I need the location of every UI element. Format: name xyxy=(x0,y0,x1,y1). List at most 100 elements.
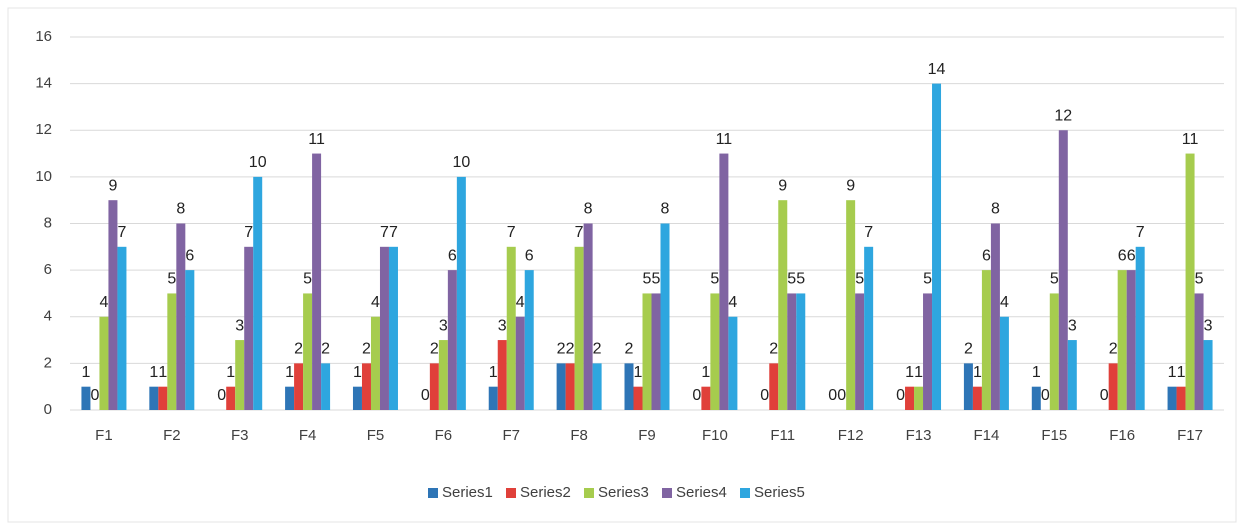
bar xyxy=(1167,386,1177,410)
bar xyxy=(1108,363,1118,410)
bar xyxy=(923,293,933,410)
bar xyxy=(515,316,525,410)
x-tick-label: F17 xyxy=(1177,427,1203,444)
data-label: 14 xyxy=(928,61,946,78)
data-label: 1 xyxy=(149,364,158,381)
data-label: 11 xyxy=(716,131,733,148)
bar xyxy=(379,246,389,410)
bar xyxy=(285,386,295,410)
x-tick-label: F1 xyxy=(95,427,113,444)
legend-swatch xyxy=(662,488,672,498)
bar xyxy=(447,270,457,410)
data-label: 8 xyxy=(991,201,1000,218)
data-label: 8 xyxy=(661,201,670,218)
chart-border xyxy=(7,7,1237,523)
x-tick-label: F3 xyxy=(231,427,249,444)
bar xyxy=(352,386,362,410)
data-label: 5 xyxy=(1050,271,1059,288)
bar xyxy=(651,293,661,410)
data-label: 3 xyxy=(235,317,244,334)
data-label: 0 xyxy=(760,387,769,404)
bar xyxy=(108,200,118,410)
bar xyxy=(303,293,313,410)
data-label: 1 xyxy=(634,364,643,381)
data-label: 5 xyxy=(643,271,652,288)
data-label: 4 xyxy=(516,294,525,311)
data-label: 4 xyxy=(371,294,380,311)
data-label: 0 xyxy=(217,387,226,404)
data-label: 5 xyxy=(303,271,312,288)
bar xyxy=(488,386,498,410)
data-label: 1 xyxy=(1177,364,1186,381)
legend-label: Series1 xyxy=(442,484,493,501)
data-label: 11 xyxy=(1182,131,1199,148)
bar xyxy=(1135,246,1145,410)
data-label: 1 xyxy=(701,364,710,381)
bar xyxy=(321,363,331,410)
data-label: 7 xyxy=(244,224,253,241)
data-label: 5 xyxy=(710,271,719,288)
data-label: 5 xyxy=(923,271,932,288)
bar xyxy=(388,246,398,410)
x-tick-label: F14 xyxy=(973,427,999,444)
data-label: 12 xyxy=(1054,107,1072,124)
x-tick-label: F16 xyxy=(1109,427,1135,444)
bar xyxy=(1117,270,1127,410)
bar xyxy=(456,176,466,410)
bar xyxy=(1049,293,1059,410)
data-label: 2 xyxy=(593,341,602,358)
legend-swatch xyxy=(428,488,438,498)
y-tick-label: 16 xyxy=(35,28,52,45)
data-label: 6 xyxy=(1127,247,1136,264)
bar xyxy=(972,386,982,410)
bar xyxy=(710,293,720,410)
data-label: 2 xyxy=(294,341,303,358)
data-label: 0 xyxy=(692,387,701,404)
bar xyxy=(981,270,991,410)
bar xyxy=(149,386,159,410)
data-label: 8 xyxy=(584,201,593,218)
data-label: 1 xyxy=(973,364,982,381)
x-tick-label: F2 xyxy=(163,427,181,444)
data-label: 9 xyxy=(846,177,855,194)
bar xyxy=(914,386,924,410)
bar xyxy=(81,386,91,410)
data-label: 5 xyxy=(855,271,864,288)
data-label: 7 xyxy=(389,224,398,241)
data-label: 0 xyxy=(1100,387,1109,404)
data-label: 7 xyxy=(507,224,516,241)
bar xyxy=(778,200,788,410)
bar xyxy=(99,316,109,410)
bar xyxy=(701,386,711,410)
data-label: 8 xyxy=(176,201,185,218)
data-label: 10 xyxy=(249,154,267,171)
bar xyxy=(506,246,516,410)
x-tick-label: F15 xyxy=(1041,427,1067,444)
data-label: 1 xyxy=(914,364,923,381)
bar xyxy=(226,386,236,410)
data-label: 7 xyxy=(380,224,389,241)
legend-swatch xyxy=(506,488,516,498)
bar xyxy=(1031,386,1041,410)
data-label: 3 xyxy=(498,317,507,334)
y-tick-label: 10 xyxy=(35,168,52,185)
bar xyxy=(719,153,729,410)
data-label: 4 xyxy=(99,294,108,311)
bar xyxy=(660,223,670,410)
legend-label: Series5 xyxy=(754,484,805,501)
bar xyxy=(312,153,322,410)
bar xyxy=(583,223,593,410)
legend-swatch xyxy=(584,488,594,498)
x-tick-label: F8 xyxy=(570,427,588,444)
y-tick-label: 14 xyxy=(35,75,52,92)
y-tick-label: 6 xyxy=(44,261,52,278)
data-label: 2 xyxy=(964,341,973,358)
data-label: 1 xyxy=(226,364,235,381)
bar xyxy=(905,386,915,410)
data-label: 7 xyxy=(1136,224,1145,241)
bar xyxy=(1203,340,1213,410)
legend-swatch xyxy=(740,488,750,498)
data-label: 0 xyxy=(896,387,905,404)
data-label: 5 xyxy=(167,271,176,288)
